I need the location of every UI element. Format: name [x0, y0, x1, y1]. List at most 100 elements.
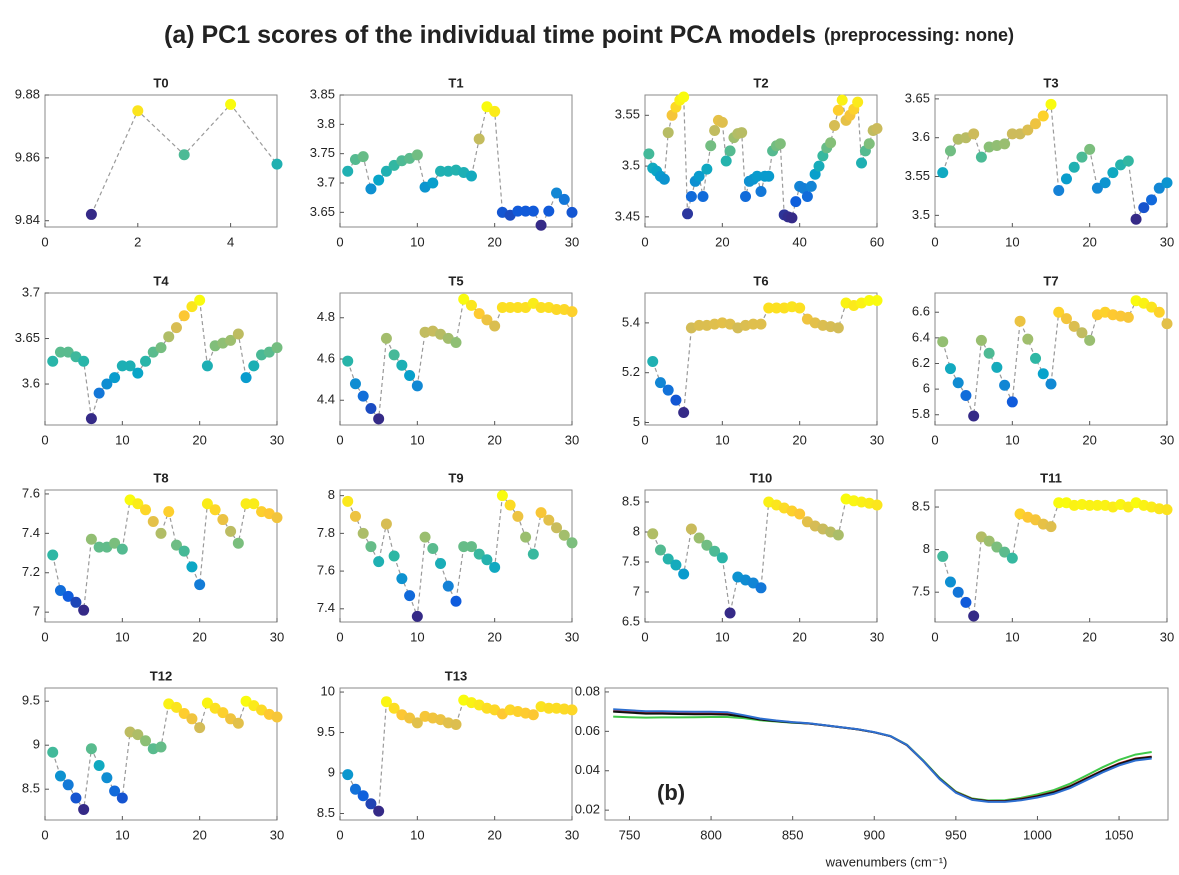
- panel-title: T5: [448, 273, 463, 288]
- score-point: [178, 149, 190, 161]
- x-tick-label: 0: [41, 234, 48, 249]
- y-tick-label: 7.8: [317, 525, 335, 540]
- score-point: [1153, 306, 1165, 318]
- score-point: [132, 729, 144, 741]
- score-point: [991, 361, 1003, 373]
- x-tick-label: 30: [1160, 234, 1174, 249]
- score-point: [194, 579, 206, 591]
- score-point: [155, 527, 167, 539]
- score-point: [960, 390, 972, 402]
- score-point: [944, 576, 956, 588]
- x-tick-label: 0: [931, 432, 938, 447]
- score-point: [1161, 318, 1173, 330]
- score-point: [856, 157, 868, 169]
- x-tick-label: 10: [1005, 432, 1019, 447]
- score-point: [78, 803, 90, 815]
- score-point: [999, 546, 1011, 558]
- score-point: [1030, 352, 1042, 364]
- score-point: [217, 707, 229, 719]
- y-tick-label: 0.04: [575, 762, 600, 777]
- score-point: [380, 165, 392, 177]
- score-point: [1068, 320, 1080, 332]
- score-point: [380, 332, 392, 344]
- score-point: [551, 187, 563, 199]
- score-point: [1122, 155, 1134, 167]
- score-point: [832, 104, 844, 116]
- score-point: [1091, 499, 1103, 511]
- y-tick-label: 3.5: [622, 158, 640, 173]
- x-tick-label: 30: [1160, 432, 1174, 447]
- y-tick-label: 0.06: [575, 723, 600, 738]
- x-tick-label: 10: [410, 827, 424, 842]
- score-point: [678, 568, 690, 580]
- score-point: [93, 759, 105, 771]
- panel-title: T7: [1043, 273, 1058, 288]
- x-tick-label: 900: [863, 827, 885, 842]
- y-tick-label: 3.55: [615, 107, 640, 122]
- score-point: [365, 403, 377, 414]
- score-point: [999, 379, 1011, 391]
- score-point: [1037, 110, 1049, 122]
- score-point: [736, 127, 748, 139]
- score-point: [357, 151, 369, 163]
- score-point: [662, 127, 674, 139]
- score-point: [678, 91, 690, 103]
- score-point: [871, 123, 883, 135]
- x-tick-label: 20: [487, 234, 501, 249]
- panel-title: T3: [1043, 75, 1058, 90]
- figure-title: (a) PC1 scores of the individual time po…: [164, 21, 1014, 49]
- score-point: [271, 711, 283, 723]
- score-point: [1076, 327, 1088, 339]
- y-tick-label: 3.8: [317, 116, 335, 131]
- score-point: [944, 145, 956, 157]
- y-tick-label: 9.5: [317, 724, 335, 739]
- score-point: [968, 610, 980, 622]
- score-point: [411, 717, 423, 729]
- y-tick-label: 8: [923, 541, 930, 556]
- score-point: [396, 359, 408, 371]
- score-point: [47, 746, 59, 758]
- score-point: [62, 779, 74, 791]
- score-point: [1060, 173, 1072, 185]
- plot-frame: [644, 94, 878, 228]
- score-point: [658, 173, 670, 185]
- score-point: [496, 301, 508, 313]
- score-point: [813, 160, 825, 172]
- y-tick-label: 3.45: [615, 208, 640, 223]
- score-point: [1122, 311, 1134, 323]
- score-point: [968, 128, 980, 140]
- x-axis-label: wavenumbers (cm⁻¹): [825, 854, 948, 869]
- score-point: [1030, 118, 1042, 130]
- x-tick-label: 20: [792, 629, 806, 644]
- score-point: [427, 177, 439, 189]
- y-tick-label: 10: [321, 683, 335, 698]
- x-tick-label: 0: [41, 432, 48, 447]
- score-point: [983, 535, 995, 547]
- score-point: [473, 133, 485, 145]
- connector-line: [52, 498, 278, 612]
- score-point: [709, 545, 721, 557]
- score-point: [155, 342, 167, 354]
- score-point: [70, 596, 82, 608]
- y-tick-label: 7.2: [22, 564, 40, 579]
- connector-line: [347, 494, 573, 617]
- score-point: [155, 741, 167, 753]
- score-point: [968, 410, 980, 422]
- score-point: [373, 556, 385, 568]
- panel-title: T6: [753, 273, 768, 288]
- y-tick-label: 3.85: [310, 86, 335, 101]
- score-point: [47, 549, 59, 561]
- score-point: [871, 499, 883, 511]
- score-point: [124, 360, 136, 372]
- score-point: [419, 531, 431, 543]
- panel-title: T13: [445, 668, 467, 683]
- x-tick-label: 0: [641, 432, 648, 447]
- title: (a) PC1 scores of the individual time po…: [164, 21, 816, 49]
- score-point: [78, 355, 90, 367]
- y-tick-label: 3.7: [22, 284, 40, 299]
- x-tick-label: 10: [115, 827, 129, 842]
- score-point: [543, 702, 555, 714]
- plot-frame: [44, 687, 278, 821]
- y-tick-label: 3.7: [317, 174, 335, 189]
- score-point: [54, 770, 66, 782]
